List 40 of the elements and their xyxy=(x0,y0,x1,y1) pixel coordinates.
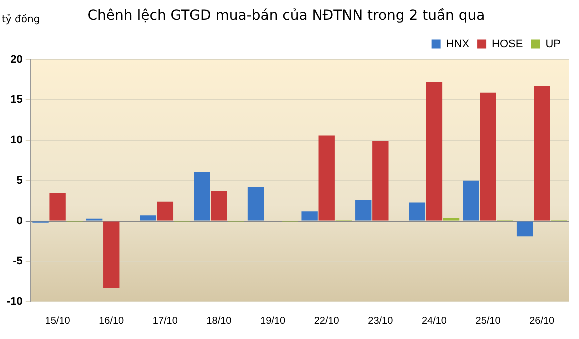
bar xyxy=(194,172,210,221)
bar xyxy=(356,200,372,221)
x-tick-label: 23/10 xyxy=(368,316,394,327)
bar xyxy=(211,191,228,221)
bar xyxy=(480,92,496,221)
x-tick-label: 18/10 xyxy=(206,316,232,327)
bar xyxy=(443,218,460,221)
x-tick-label: 17/10 xyxy=(152,316,178,327)
bar xyxy=(140,216,156,221)
y-tick-label: 10 xyxy=(10,134,23,147)
bar xyxy=(50,193,66,221)
bar xyxy=(534,86,550,221)
bar xyxy=(157,202,174,221)
y-tick-label: 20 xyxy=(10,54,23,66)
legend-label: UP xyxy=(546,38,561,50)
y-tick-label: -5 xyxy=(13,256,23,268)
y-tick-label: 15 xyxy=(10,94,23,106)
bar xyxy=(302,212,318,221)
y-tick-label: 0 xyxy=(16,215,23,228)
y-axis-title: tỷ đồng xyxy=(2,14,40,26)
bar xyxy=(318,136,335,221)
x-tick-label: 19/10 xyxy=(260,316,286,327)
legend-label: HNX xyxy=(446,38,470,50)
bar xyxy=(463,180,480,221)
chart-title: Chênh lệch GTGD mua-bán của NĐTNN trong 2 tuần qua xyxy=(88,8,486,24)
y-tick-label: 5 xyxy=(16,174,23,187)
x-tick-label: 22/10 xyxy=(314,316,340,327)
x-tick-label: 26/10 xyxy=(530,316,556,327)
bar xyxy=(409,202,426,221)
x-tick-label: 25/10 xyxy=(476,316,502,327)
x-tick-label: 24/10 xyxy=(422,316,448,327)
legend-label: HOSE xyxy=(492,38,524,50)
bar xyxy=(104,222,120,288)
bar xyxy=(248,187,264,221)
y-tick-label: -10 xyxy=(6,296,23,308)
x-tick-label: 16/10 xyxy=(99,316,125,327)
bar xyxy=(426,82,443,221)
bar xyxy=(516,222,534,237)
x-tick-label: 15/10 xyxy=(45,316,71,327)
bar xyxy=(372,141,389,221)
